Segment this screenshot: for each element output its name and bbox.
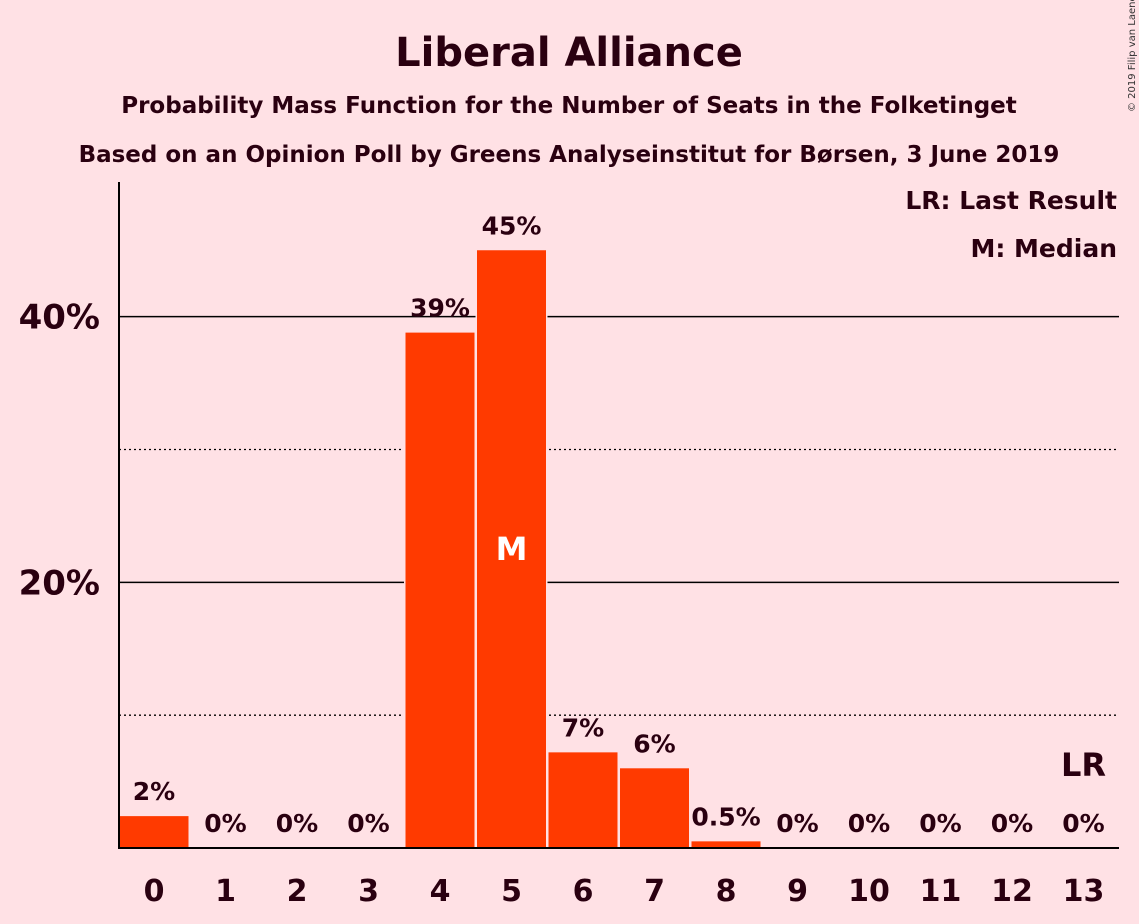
chart-subtitle-2: Based on an Opinion Poll by Greens Analy… (79, 142, 1060, 168)
x-tick-label: 7 (644, 874, 665, 909)
x-tick-label: 2 (287, 874, 308, 909)
bar-label-2: 0% (276, 809, 318, 838)
x-tick-label: 10 (848, 874, 890, 909)
bar-label-6: 7% (562, 713, 604, 742)
x-tick-label: 1 (215, 874, 236, 909)
bar-label-3: 0% (347, 809, 389, 838)
x-tick-label: 5 (501, 874, 522, 909)
bar-0 (119, 816, 189, 848)
x-axis-ticks: 0 1 2 3 4 5 6 7 8 9 10 11 12 13 (144, 874, 1105, 909)
bar-label-13: 0% (1062, 809, 1104, 838)
bar-label-7: 6% (633, 729, 675, 758)
bar-label-1: 0% (204, 809, 246, 838)
bar-label-12: 0% (991, 809, 1033, 838)
bar-label-4: 39% (410, 294, 470, 323)
bar-4 (405, 332, 475, 848)
bar-label-8: 0.5% (691, 802, 760, 831)
bar-7 (620, 768, 689, 848)
x-tick-label: 9 (787, 874, 808, 909)
x-tick-label: 4 (430, 874, 451, 909)
bar-label-10: 0% (848, 809, 890, 838)
bar-labels: 2% 0% 0% 0% 39% 45% 7% 6% 0.5% 0% 0% 0% 0% 0% (133, 211, 1105, 838)
x-tick-label: 8 (716, 874, 737, 909)
x-tick-label: 0 (144, 874, 165, 909)
bar-8 (691, 841, 761, 848)
bars (118, 248, 762, 848)
x-tick-label: 3 (358, 874, 379, 909)
y-tick-label: 20% (19, 563, 100, 603)
legend-median: M: Median (970, 234, 1117, 263)
y-tick-label: 40% (19, 298, 100, 338)
bar-6 (548, 752, 618, 848)
x-tick-label: 6 (573, 874, 594, 909)
legend-last-result: LR: Last Result (905, 186, 1117, 215)
y-axis-ticks: 20% 40% (19, 298, 100, 604)
bar-label-9: 0% (776, 809, 818, 838)
x-tick-label: 12 (991, 874, 1033, 909)
copyright-text: © 2019 Filip van Laenen (1127, 0, 1138, 112)
x-tick-label: 11 (920, 874, 962, 909)
median-marker: M (496, 530, 528, 568)
last-result-marker: LR (1061, 746, 1106, 784)
gridlines (119, 315, 1119, 716)
markers: M LR (496, 530, 1106, 784)
x-tick-label: 13 (1063, 874, 1105, 909)
bar-label-5: 45% (482, 211, 542, 240)
bar-label-0: 2% (133, 777, 175, 806)
bar-label-11: 0% (919, 809, 961, 838)
chart-subtitle-1: Probability Mass Function for the Number… (121, 93, 1017, 119)
bar-5 (477, 250, 546, 848)
chart-title: Liberal Alliance (395, 30, 743, 76)
